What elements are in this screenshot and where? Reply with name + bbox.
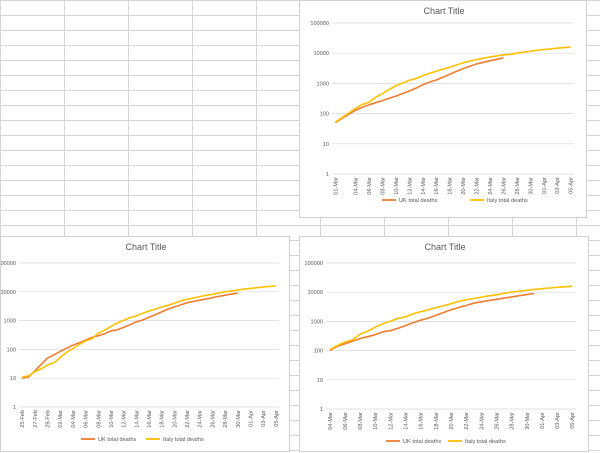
- x-tick-label: 08-Mar: [96, 410, 102, 428]
- series-line-italy[interactable]: [329, 285, 573, 351]
- y-tick-label: 10: [317, 378, 323, 384]
- chart-title[interactable]: Chart Title: [125, 242, 166, 252]
- x-tick-label: 12-Mar: [407, 177, 413, 195]
- x-tick-label: 18-Mar: [160, 410, 166, 428]
- legend-entry[interactable]: Italy total deaths: [163, 437, 204, 443]
- x-tick-label: 12-Mar: [388, 412, 394, 430]
- x-tick-label: 14-Mar: [421, 177, 427, 195]
- y-tick-label: 100000: [310, 21, 329, 27]
- x-tick-label: 30-Mar: [236, 410, 242, 428]
- x-tick-label: 10-Mar: [394, 177, 400, 195]
- y-tick-label: 10000: [307, 290, 323, 296]
- series-line-uk[interactable]: [329, 292, 535, 352]
- x-tick-label: 24-Mar: [488, 177, 494, 195]
- x-tick-label: 24-Mar: [479, 412, 485, 430]
- y-tick-label: 100000: [304, 261, 323, 267]
- x-tick-label: 16-Mar: [434, 177, 440, 195]
- x-tick-label: 20-Mar: [461, 177, 467, 195]
- y-tick-label: 1: [13, 405, 16, 411]
- series-line-italy[interactable]: [334, 46, 571, 123]
- x-tick-label: 01-Apr: [542, 177, 548, 194]
- x-tick-label: 28-Mar: [515, 177, 521, 195]
- x-tick-label: 14-Mar: [134, 410, 140, 428]
- x-tick-label: 08-Mar: [380, 177, 386, 195]
- series-line-uk[interactable]: [334, 57, 504, 124]
- x-tick-label: 10-Mar: [109, 410, 115, 428]
- chart-title[interactable]: Chart Title: [424, 242, 465, 252]
- y-tick-label: 100: [320, 112, 329, 118]
- x-tick-label: 01-Apr: [540, 412, 546, 429]
- x-tick-label: 05-Apr: [570, 412, 576, 429]
- x-tick-label: 28-Mar: [223, 410, 229, 428]
- y-tick-label: 1000: [317, 81, 329, 87]
- chart-top-right[interactable]: Chart Title 1 10 100 1000 10000 100000 01-Mar 04…: [299, 0, 587, 218]
- x-tick-label: 30-Mar: [528, 177, 534, 195]
- x-tick-label: 08-Mar: [358, 412, 364, 430]
- x-tick-label: 16-Mar: [419, 412, 425, 430]
- x-tick-label: 20-Mar: [172, 410, 178, 428]
- x-tick-label: 02-Mar: [58, 410, 64, 428]
- x-tick-label: 20-Mar: [449, 412, 455, 430]
- series-line-uk[interactable]: [22, 292, 238, 379]
- x-tick-label: 26-Mar: [494, 412, 500, 430]
- x-tick-label: 18-Mar: [434, 412, 440, 430]
- x-tick-label: 14-Mar: [404, 412, 410, 430]
- x-tick-label: 10-Mar: [373, 412, 379, 430]
- legend-entry[interactable]: UK total deaths: [98, 437, 136, 443]
- x-tick-label: 06-Mar: [343, 412, 349, 430]
- y-tick-label: 100: [7, 347, 16, 353]
- y-tick-label: 100000: [1, 261, 16, 267]
- y-tick-label: 1: [320, 407, 323, 413]
- x-tick-label: 12-Mar: [122, 410, 128, 428]
- x-tick-label: 18-Mar: [448, 177, 454, 195]
- chart-bottom-right-svg: Chart Title 1 10 100 1000 10000 100000 04-Mar 06…: [304, 242, 576, 445]
- y-tick-label: 1000: [4, 319, 16, 325]
- x-tick-label: 28-Mar: [510, 412, 516, 430]
- legend-entry[interactable]: UK total deaths: [399, 198, 437, 204]
- x-tick-label: 03-Apr: [261, 410, 267, 427]
- x-tick-label: 04-Mar: [354, 177, 360, 195]
- chart-bottom-right[interactable]: Chart Title 1 10 100 1000 10000 100000 04-Mar 06…: [299, 236, 589, 452]
- legend-entry[interactable]: Italy total deaths: [487, 198, 528, 204]
- x-tick-label: 04-Mar: [328, 412, 334, 430]
- x-tick-label: 03-Apr: [555, 177, 561, 194]
- chart-bottom-left-svg: Chart Title 1 10 100 1000 10000 100000 25-Feb 27…: [1, 242, 280, 443]
- x-tick-label: 05-Apr: [274, 410, 280, 427]
- x-tick-label: 26-Mar: [210, 410, 216, 428]
- x-tick-label: 06-Mar: [367, 177, 373, 195]
- x-tick-label: 06-Mar: [84, 410, 90, 428]
- y-tick-label: 10: [10, 376, 16, 382]
- x-tick-label: 22-Mar: [464, 412, 470, 430]
- x-tick-label: 01-Mar: [333, 177, 339, 195]
- chart-top-right-svg: Chart Title 1 10 100 1000 10000 100000 01-Mar 04…: [310, 6, 575, 204]
- series-line-italy[interactable]: [22, 285, 276, 378]
- x-tick-label: 24-Mar: [198, 410, 204, 428]
- y-tick-label: 1000: [311, 319, 323, 325]
- x-tick-label: 04-Mar: [71, 410, 77, 428]
- x-tick-label: 26-Mar: [501, 177, 507, 195]
- x-tick-label: 22-Mar: [185, 410, 191, 428]
- x-tick-label: 30-Mar: [525, 412, 531, 430]
- x-tick-label: 27-Feb: [33, 410, 39, 428]
- y-tick-label: 10000: [313, 51, 329, 57]
- x-tick-label: 01-Apr: [248, 410, 254, 427]
- x-tick-label: 16-Mar: [147, 410, 153, 428]
- y-tick-label: 1: [326, 172, 329, 178]
- y-tick-label: 10: [323, 142, 329, 148]
- chart-bottom-left[interactable]: Chart Title 1 10 100 1000 10000 100000 25-Feb 27…: [0, 236, 290, 452]
- x-tick-label: 05-Apr: [569, 177, 575, 194]
- x-tick-label: 22-Mar: [475, 177, 481, 195]
- x-tick-label: 25-Feb: [20, 410, 26, 428]
- y-tick-label: 10000: [1, 290, 16, 296]
- legend-entry[interactable]: Italy total deaths: [465, 439, 506, 445]
- x-tick-label: 03-Apr: [555, 412, 561, 429]
- legend-entry[interactable]: UK total deaths: [403, 439, 441, 445]
- x-tick-label: 29-Feb: [46, 410, 52, 428]
- y-tick-label: 100: [314, 349, 323, 355]
- chart-title[interactable]: Chart Title: [423, 6, 464, 16]
